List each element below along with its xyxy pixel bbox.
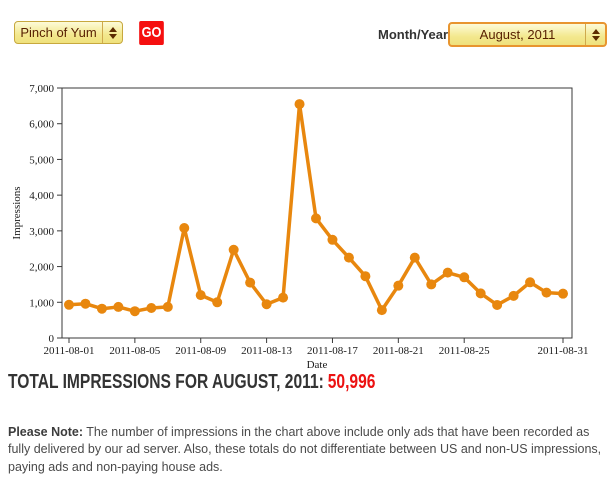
chevron-up-icon — [591, 28, 600, 34]
data-point — [442, 267, 453, 278]
x-axis-tick-label: 2011-08-31 — [538, 345, 589, 357]
data-point — [245, 277, 256, 288]
chevron-up-icon — [108, 26, 117, 32]
y-axis-tick-label: 1,000 — [29, 297, 54, 309]
disclaimer-note: Please Note: The number of impressions i… — [8, 424, 607, 476]
data-point — [409, 252, 420, 263]
month-year-select-value: August, 2011 — [479, 27, 556, 42]
note-prefix: Please Note: — [8, 425, 84, 439]
site-select[interactable]: Pinch of Yum — [14, 21, 123, 44]
data-point — [541, 287, 552, 298]
data-point — [327, 234, 338, 245]
total-impressions-heading: TOTAL IMPRESSIONS FOR AUGUST, 2011: 50,99… — [8, 371, 479, 394]
data-point — [278, 292, 289, 303]
total-impressions-value: 50,996 — [327, 371, 376, 393]
data-point — [393, 280, 404, 291]
select-stepper-icon — [102, 22, 122, 43]
y-axis-tick-label: 3,000 — [29, 226, 54, 238]
impressions-line-series — [67, 102, 565, 313]
data-point — [146, 303, 157, 313]
total-impressions-label: TOTAL IMPRESSIONS FOR AUGUST, 2011: — [8, 371, 324, 393]
data-point — [195, 290, 206, 301]
data-point — [376, 305, 387, 316]
y-axis-tick-label: 0 — [49, 333, 55, 345]
data-point — [558, 288, 568, 299]
y-axis-tick-label: 5,000 — [29, 154, 54, 166]
data-point — [508, 290, 519, 301]
data-point — [162, 301, 173, 312]
x-axis-tick-label: 2011-08-25 — [439, 345, 490, 357]
data-point — [64, 299, 74, 310]
data-point — [96, 303, 107, 314]
month-year-select[interactable]: August, 2011 — [448, 22, 607, 47]
y-axis-tick-label: 7,000 — [29, 83, 54, 95]
x-axis-tick-label: 2011-08-05 — [109, 345, 160, 357]
x-axis-tick-label: 2011-08-13 — [241, 345, 292, 357]
data-point — [113, 301, 124, 312]
x-axis-tick-label: 2011-08-21 — [373, 345, 424, 357]
data-point — [311, 213, 321, 224]
impressions-line-chart: 0 1,000 2,000 3,000 4,000 5,000 6,000 7,000 2011… — [0, 62, 613, 374]
y-axis-tick-label: 4,000 — [29, 190, 54, 202]
select-stepper-icon — [585, 24, 605, 45]
data-point — [492, 299, 503, 310]
y-axis-tick-label: 6,000 — [29, 119, 54, 131]
data-point — [459, 272, 470, 283]
x-axis-tick-label: 2011-08-17 — [307, 345, 358, 357]
data-point — [129, 306, 140, 317]
data-point — [228, 244, 239, 255]
data-point — [179, 223, 190, 233]
data-point — [212, 297, 223, 308]
plot-border — [61, 87, 573, 339]
go-button[interactable]: GO — [139, 21, 164, 45]
x-axis-tick-label: 2011-08-01 — [44, 345, 95, 357]
x-axis-tick-label: 2011-08-09 — [175, 345, 226, 357]
chevron-down-icon — [108, 33, 117, 39]
site-select-value: Pinch of Yum — [20, 25, 97, 40]
x-axis-title: Date — [307, 359, 328, 371]
data-point — [294, 99, 305, 110]
note-body: The number of impressions in the chart a… — [8, 425, 602, 474]
data-point — [80, 298, 91, 309]
chevron-down-icon — [591, 35, 600, 41]
data-point — [261, 299, 272, 310]
month-year-label: Month/Year: — [378, 27, 453, 42]
data-point — [525, 277, 536, 288]
y-axis-title: Impressions — [11, 186, 23, 239]
y-axis-tick-label: 2,000 — [29, 262, 54, 274]
data-point — [343, 252, 354, 263]
data-point — [360, 271, 371, 282]
data-point — [426, 279, 437, 290]
impressions-line-chart-svg: 0 1,000 2,000 3,000 4,000 5,000 6,000 7,000 2011… — [11, 83, 589, 371]
data-point — [475, 288, 486, 299]
